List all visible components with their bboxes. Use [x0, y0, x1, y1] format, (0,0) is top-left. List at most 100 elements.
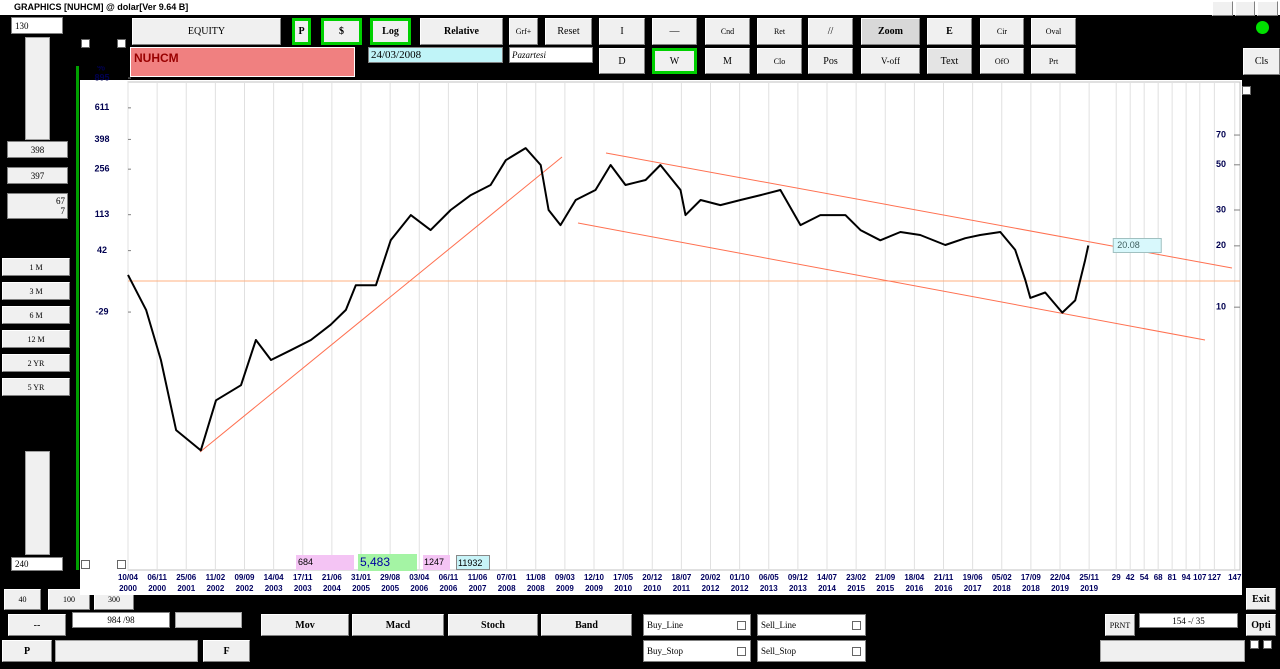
x-tick-label-line: 2000 [148, 584, 166, 593]
prnt-button[interactable]: PRNT [1105, 614, 1135, 636]
checkbox-option[interactable]: Buy_Line [643, 614, 751, 636]
toolbar-button[interactable]: — [652, 18, 697, 45]
x-tick-label-line: 2012 [731, 584, 749, 593]
toolbar-button[interactable]: Ret [757, 18, 802, 45]
indicator-button[interactable]: Band [541, 614, 632, 636]
x-tick-label-line: 2019 [1051, 584, 1069, 593]
checkbox[interactable] [737, 621, 746, 630]
x-tick-label-line: 2006 [439, 584, 457, 593]
trend-line [577, 222, 1206, 341]
checkbox[interactable] [1242, 86, 1251, 95]
toolbar-button[interactable]: $ [321, 18, 362, 45]
toolbar-button[interactable]: P [292, 18, 311, 45]
f-button[interactable]: F [203, 640, 250, 662]
opti-button[interactable]: Opti [1246, 614, 1276, 636]
x-tick-label: 19/06 2017 [963, 573, 984, 593]
x-tick-label-line: 14/04 [264, 573, 285, 582]
top-field[interactable]: 130 [11, 17, 63, 34]
toolbar-button[interactable]: Log [370, 18, 411, 45]
dash-button[interactable]: -- [8, 614, 66, 636]
toolbar-button[interactable]: OfO [980, 48, 1024, 74]
p-button[interactable]: P [2, 640, 52, 662]
indicator-button[interactable]: Stoch [448, 614, 538, 636]
checkbox[interactable] [737, 647, 746, 656]
checkbox[interactable] [117, 560, 126, 569]
toolbar-button[interactable]: Zoom [861, 18, 920, 45]
x-tick-label-line: 2017 [964, 584, 982, 593]
x-tick-label: 14/04 2003 [264, 573, 285, 593]
slider[interactable] [1100, 640, 1245, 662]
checkbox-label: Sell_Line [761, 620, 796, 630]
x-tick-label-line: 29/08 [380, 573, 401, 582]
x-tick-label: 09/12 2013 [788, 573, 809, 593]
toolbar-button[interactable]: EQUITY [132, 18, 281, 45]
checkbox[interactable] [1263, 640, 1272, 649]
period-button[interactable]: 5 YR [2, 378, 70, 396]
zoom-button[interactable]: 100 [48, 589, 90, 610]
toolbar-button[interactable]: Clo [757, 48, 802, 74]
zoom-button[interactable]: 40 [4, 589, 41, 610]
x-tick-label: 09/09 2002 [234, 573, 255, 593]
x-tick-label: 06/11 2006 [439, 573, 459, 593]
checkbox[interactable] [852, 647, 861, 656]
minimize[interactable] [1211, 1, 1233, 16]
toolbar-button[interactable]: Relative [420, 18, 503, 45]
toolbar-button[interactable]: I [599, 18, 645, 45]
x-tick-label-line: 2009 [556, 584, 574, 593]
period-button[interactable]: 2 YR [2, 354, 70, 372]
x-tick-label: 01/10 2012 [730, 573, 751, 593]
toolbar-button[interactable]: Oval [1031, 18, 1076, 45]
toolbar-button[interactable]: Reset [545, 18, 592, 45]
toolbar-button[interactable]: // [808, 18, 853, 45]
x-tick-label-line: 25/06 [176, 573, 197, 582]
toolbar-button[interactable]: Pos [808, 48, 853, 74]
checkbox[interactable] [117, 39, 126, 48]
exit-button[interactable]: Exit [1246, 588, 1276, 610]
bottom-field[interactable]: 240 [11, 557, 63, 571]
x-tick-label-line: 2001 [177, 584, 195, 593]
cls-button[interactable]: Cls [1243, 48, 1280, 75]
toolbar-button[interactable]: Prt [1031, 48, 1076, 74]
x-tick-label-line: 2006 [410, 584, 428, 593]
x-tick-label: 17/09 2018 [1021, 573, 1042, 593]
checkbox[interactable] [81, 560, 90, 569]
field-2: 397 [7, 167, 68, 184]
indicator-button[interactable]: Macd [352, 614, 444, 636]
checkbox-option[interactable]: Sell_Stop [757, 640, 866, 662]
checkbox[interactable] [81, 39, 90, 48]
scrollbar[interactable] [25, 451, 50, 555]
checkbox-option[interactable]: Sell_Line [757, 614, 866, 636]
x-tick-label-line: 2005 [352, 584, 370, 593]
scrollbar[interactable] [25, 37, 50, 140]
date-field: 24/03/2008 [368, 47, 503, 63]
x-tick-label-line: 06/11 [439, 573, 459, 582]
x-tick-label: 31/01 2005 [351, 573, 372, 593]
checkbox[interactable] [852, 621, 861, 630]
x-tick-label: 107 [1193, 573, 1207, 582]
period-button[interactable]: 3 M [2, 282, 70, 300]
close[interactable] [1257, 1, 1278, 16]
period-button[interactable]: 6 M [2, 306, 70, 324]
toolbar-button[interactable]: D [599, 48, 645, 74]
range-field[interactable]: 984 /98 [72, 612, 170, 628]
toolbar-button[interactable]: V-off [861, 48, 920, 74]
toolbar-button[interactable]: Text [927, 48, 972, 74]
toolbar-button[interactable]: W [652, 48, 697, 74]
counter-field: 154 -/ 35 [1139, 613, 1238, 628]
checkbox[interactable] [1250, 640, 1259, 649]
x-tick-label-line: 2008 [498, 584, 516, 593]
toolbar-button[interactable]: Cnd [705, 18, 750, 45]
period-button[interactable]: 1 M [2, 258, 70, 276]
period-button[interactable]: 12 M [2, 330, 70, 348]
toolbar-button[interactable]: M [705, 48, 750, 74]
toolbar-button[interactable]: Grf+ [509, 18, 538, 45]
slider[interactable] [55, 640, 198, 662]
checkbox-option[interactable]: Buy_Stop [643, 640, 751, 662]
toolbar-button[interactable]: E [927, 18, 972, 45]
x-tick-label-line: 03/04 [409, 573, 430, 582]
toolbar-button[interactable]: Cir [980, 18, 1024, 45]
x-tick-label: 20/02 2012 [700, 573, 721, 593]
indicator-button[interactable]: Mov [261, 614, 349, 636]
slider[interactable] [175, 612, 242, 628]
maximize[interactable] [1234, 1, 1256, 16]
